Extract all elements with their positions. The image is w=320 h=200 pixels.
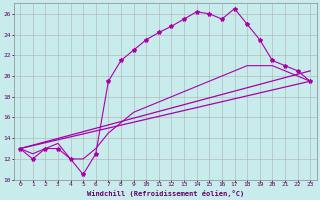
X-axis label: Windchill (Refroidissement éolien,°C): Windchill (Refroidissement éolien,°C) bbox=[86, 190, 244, 197]
